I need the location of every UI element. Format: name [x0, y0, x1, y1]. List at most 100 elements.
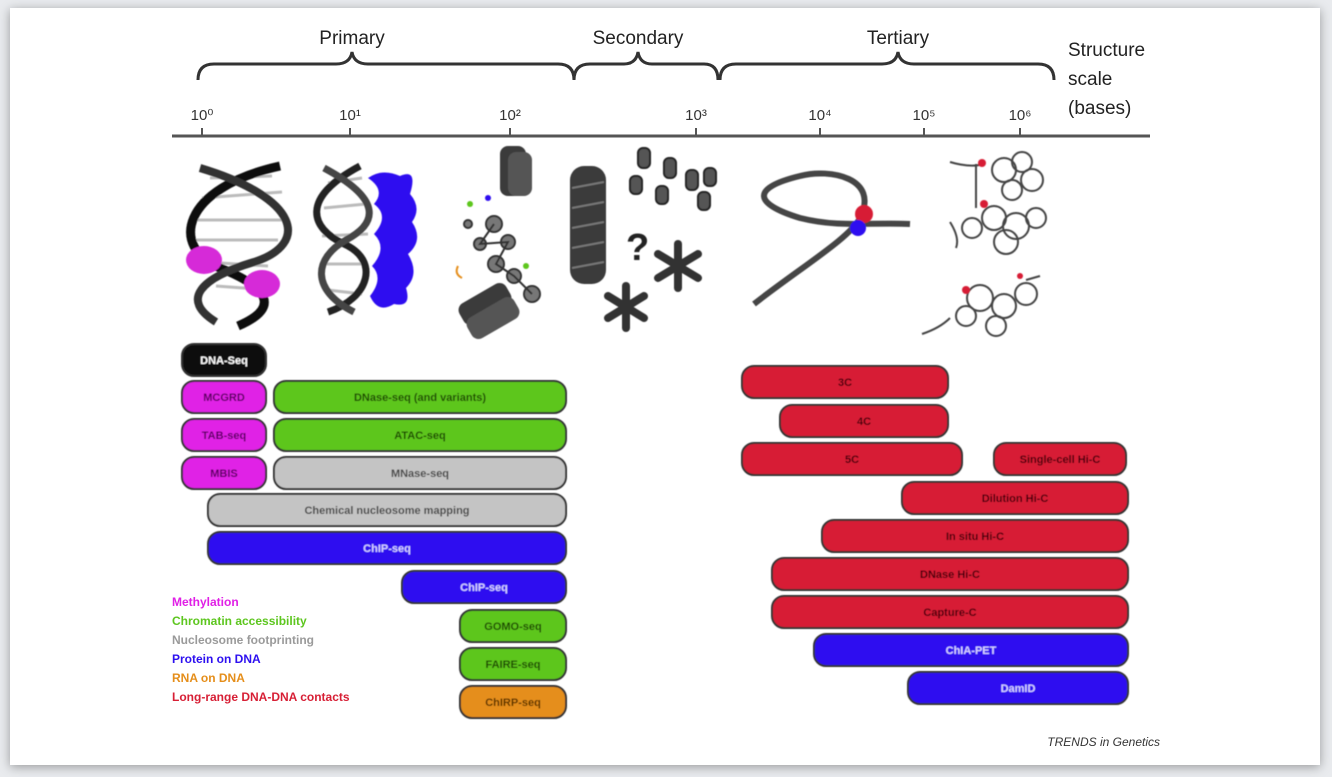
genomics-assay-figure: Primary Secondary Tertiary Structure sca… — [172, 28, 1160, 749]
assay-bar-shape — [181, 418, 267, 452]
axis-tick-label: 10⁶ — [1009, 107, 1032, 124]
assay-bar-label: Chemical nucleosome mapping — [304, 505, 469, 517]
assay-bar-shape — [181, 456, 267, 490]
secondary-label: Secondary — [593, 28, 684, 49]
assay-bar-shape — [459, 685, 567, 719]
assay-bar-shape — [821, 519, 1129, 553]
assay-bar-faire-seq: FAIRE-seq — [459, 647, 567, 681]
chromosome-territories-illustration — [921, 151, 1047, 337]
axis-ticks — [201, 128, 1021, 136]
assay-bars: DNA-Seq MCGRD DNase-seq (and variants) TAB-… — [181, 343, 1129, 719]
assay-bar-mcgrd: MCGRD — [181, 380, 267, 414]
assay-bar-shape — [181, 343, 267, 377]
assay-bar-shape — [459, 609, 567, 643]
assay-bar-label: FAIRE-seq — [485, 659, 540, 671]
assay-bar-label: Capture-C — [923, 607, 976, 619]
assay-bar-chip-seq-1: ChIP-seq — [207, 531, 567, 565]
assay-bar-insitu-hic: In situ Hi-C — [821, 519, 1129, 553]
assay-bar-chirp-seq: ChIRP-seq — [459, 685, 567, 719]
legend: Methylation Chromatin accessibility Nucleo… — [172, 595, 350, 704]
assay-bar-4c: 4C — [779, 404, 949, 438]
asterisk-2 — [654, 240, 702, 292]
assay-bar-damid: DamID — [907, 671, 1129, 705]
axis-tick-label: 10² — [499, 107, 521, 124]
dna-helix-methylation-illustration — [186, 161, 292, 331]
tertiary-label: Tertiary — [867, 28, 930, 49]
assay-bar-label: DNase-seq (and variants) — [354, 392, 486, 404]
scale-braces — [196, 51, 1056, 81]
assay-bar-label: DNA-Seq — [200, 355, 248, 367]
assay-bar-label: GOMO-seq — [484, 621, 541, 633]
assay-bar-chem-nuc: Chemical nucleosome mapping — [207, 493, 567, 527]
dna-protein-binding-illustration — [313, 162, 418, 316]
assay-bar-capture-c: Capture-C — [771, 595, 1129, 629]
axis-tick-label: 10⁰ — [191, 107, 214, 124]
assay-bar-label: ChIP-seq — [460, 582, 508, 594]
assay-bar-dna-seq: DNA-Seq — [181, 343, 267, 377]
assay-bar-single-cell-hic: Single-cell Hi-C — [993, 442, 1127, 476]
methyl-mark-1 — [186, 246, 222, 274]
assay-bar-shape — [779, 404, 949, 438]
assay-bar-mnase-seq: MNase-seq — [273, 456, 567, 490]
legend-item: Long-range DNA-DNA contacts — [172, 690, 350, 704]
assay-bar-chip-seq-2: ChIP-seq — [401, 570, 567, 604]
assay-bar-shape — [273, 456, 567, 490]
assay-bar-gomo-seq: GOMO-seq — [459, 609, 567, 643]
assay-bar-shape — [181, 380, 267, 414]
assay-bar-chia-pet: ChIA-PET — [813, 633, 1129, 667]
assay-bar-label: 4C — [857, 416, 871, 428]
assay-bar-shape — [273, 418, 567, 452]
secondary-structure-illustration: ? — [570, 147, 717, 332]
legend-item: RNA on DNA — [172, 671, 245, 685]
assay-bar-shape — [993, 442, 1127, 476]
assay-bar-label: MBIS — [210, 468, 238, 480]
assay-bar-shape — [771, 557, 1129, 591]
assay-bar-shape — [771, 595, 1129, 629]
question-mark: ? — [626, 227, 649, 269]
assay-bar-dnase-hic: DNase Hi-C — [771, 557, 1129, 591]
assay-bar-shape — [273, 380, 567, 414]
assay-bar-atac-seq: ATAC-seq — [273, 418, 567, 452]
assay-bar-label: MCGRD — [203, 392, 245, 404]
chromatin-loop-illustration — [752, 170, 911, 307]
assay-bar-shape — [401, 570, 567, 604]
legend-item: Nucleosome footprinting — [172, 633, 314, 647]
assay-bar-label: DNase Hi-C — [920, 569, 980, 581]
assay-bar-label: DamID — [1001, 683, 1036, 695]
assay-bar-label: ChIRP-seq — [485, 697, 541, 709]
axis-tick-label: 10³ — [685, 107, 707, 124]
assay-bar-dilution-hic: Dilution Hi-C — [901, 481, 1129, 515]
primary-brace — [196, 51, 576, 81]
primary-label: Primary — [319, 28, 385, 49]
assay-bar-shape — [207, 493, 567, 527]
assay-bar-shape — [813, 633, 1129, 667]
assay-bar-label: TAB-seq — [202, 430, 246, 442]
legend-item: Methylation — [172, 595, 239, 609]
legend-item: Protein on DNA — [172, 652, 261, 666]
nucleosome-fiber-illustration — [455, 146, 541, 339]
axis-title-line-3: (bases) — [1068, 98, 1131, 119]
axis-tick-labels: 10⁰ 10¹ 10² 10³ 10⁴ 10⁵ 10⁶ — [191, 107, 1032, 124]
axis-tick-label: 10⁴ — [808, 107, 831, 124]
assay-bar-5c: 5C — [741, 442, 963, 476]
tertiary-brace — [718, 51, 1056, 81]
assay-bar-label: ChIP-seq — [363, 543, 411, 555]
axis-tick-label: 10¹ — [339, 107, 361, 124]
secondary-brace — [572, 51, 720, 81]
journal-credit: TRENDS in Genetics — [1047, 735, 1160, 749]
assay-bar-dnase-seq: DNase-seq (and variants) — [273, 380, 567, 414]
assay-bar-shape — [459, 647, 567, 681]
axis-title-line-1: Structure — [1068, 40, 1145, 61]
assay-bar-label: ATAC-seq — [394, 430, 446, 442]
assay-bar-3c: 3C — [741, 365, 949, 399]
assay-bar-mbis: MBIS — [181, 456, 267, 490]
legend-item: Chromatin accessibility — [172, 614, 307, 628]
assay-bar-shape — [741, 442, 963, 476]
assay-bar-label: 3C — [838, 377, 852, 389]
figure-frame: Primary Secondary Tertiary Structure sca… — [10, 8, 1320, 765]
assay-bar-shape — [907, 671, 1129, 705]
assay-bar-shape — [901, 481, 1129, 515]
assay-bar-label: In situ Hi-C — [946, 531, 1004, 543]
assay-bar-tab-seq: TAB-seq — [181, 418, 267, 452]
assay-bar-label: MNase-seq — [391, 468, 449, 480]
